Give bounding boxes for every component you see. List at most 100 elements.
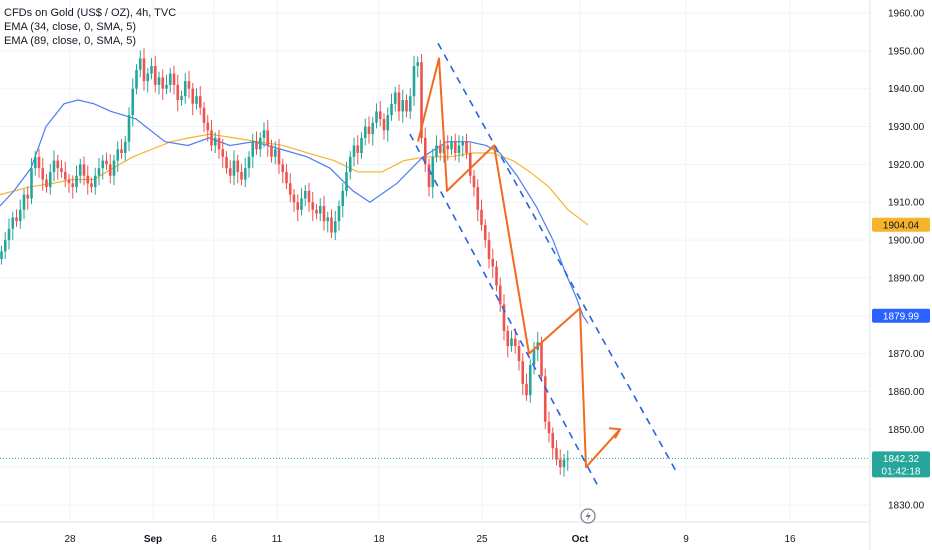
price-label-text: 1842.32 [883, 454, 920, 465]
price-tick-label: 1920.00 [888, 160, 925, 171]
candle-body [435, 145, 438, 157]
candle-body [18, 209, 22, 222]
zigzag-pattern [417, 57, 622, 469]
candle-body [56, 160, 60, 169]
candle-body [138, 58, 142, 70]
candle-body [41, 168, 45, 180]
candle-body [202, 107, 206, 123]
price-tick-label: 1900.00 [888, 236, 925, 247]
channel-upper-line [437, 42, 679, 476]
zigzag-arrowhead [608, 427, 622, 439]
candle-body [63, 171, 67, 180]
candle-body [97, 168, 101, 176]
candle-body [131, 88, 135, 116]
candle-body [150, 65, 153, 74]
chart-legend: CFDs on Gold (US$ / OZ), 4h, TVC EMA (34… [4, 6, 176, 48]
candle-body [292, 194, 296, 203]
candle-body [416, 62, 420, 66]
candle-body [198, 96, 202, 108]
candle-body [360, 137, 363, 154]
candle-body [397, 92, 401, 112]
candle-body [176, 84, 180, 101]
candle-body [168, 73, 172, 85]
ema-34-path [0, 99, 589, 324]
candle-body [236, 160, 240, 172]
candle-body [135, 69, 138, 89]
time-tick-label: 16 [784, 534, 796, 545]
candle-body [258, 137, 262, 150]
candle-body [566, 458, 570, 460]
candle-body [517, 346, 521, 362]
candle-body [281, 164, 285, 172]
candle-body [195, 96, 198, 104]
candle-body [127, 115, 131, 142]
candle-body [86, 175, 90, 184]
price-label-box [872, 451, 930, 478]
candle-body [446, 145, 450, 150]
price-label-box [872, 308, 930, 323]
candle-body [405, 100, 408, 112]
candle-body [420, 62, 423, 138]
candle-body [337, 206, 341, 222]
candle-body [547, 421, 551, 434]
candle-body [48, 171, 52, 188]
price-tick-label: 1940.00 [888, 84, 925, 95]
candle-body [37, 156, 41, 169]
candle-body [431, 156, 435, 188]
candle-body [161, 77, 165, 89]
ema-34-legend[interactable]: EMA (34, close, 0, SMA, 5) [4, 21, 137, 33]
price-tick-label: 1950.00 [888, 46, 925, 57]
candle-body [476, 187, 480, 210]
candle-body [532, 349, 536, 365]
candle-body [438, 145, 442, 154]
candle-body [52, 160, 56, 172]
candle-body [393, 92, 397, 104]
candle-body [401, 100, 405, 112]
candle-body [386, 115, 390, 131]
candle-body [247, 156, 251, 169]
time-tick-label: 25 [476, 534, 488, 545]
candle-body [123, 141, 127, 154]
price-tick-label: 1960.00 [888, 9, 925, 20]
symbol-title[interactable]: CFDs on Gold (US$ / OZ), 4h, TVC [4, 7, 177, 19]
trend-channel [409, 42, 679, 487]
time-tick-label: 11 [272, 534, 283, 545]
price-tick-label: 1890.00 [888, 273, 925, 284]
candle-body [277, 149, 281, 165]
candle-body [157, 77, 161, 85]
candle-body [528, 364, 532, 396]
ema-89-legend[interactable]: EMA (89, close, 0, SMA, 5) [4, 35, 137, 47]
candle-body [243, 168, 247, 180]
candle-body [180, 96, 183, 101]
candle-body [408, 96, 412, 112]
candle-body [453, 141, 457, 154]
candle-body [356, 145, 360, 154]
candle-body [311, 202, 315, 210]
candle-body [93, 175, 97, 188]
time-axis[interactable]: 28 Sep 6 11 18 25 Oct 9 16 [0, 521, 870, 545]
candle-body [22, 194, 26, 210]
candle-body [82, 164, 86, 176]
price-tick-label: 1830.00 [888, 501, 925, 512]
candle-body [0, 251, 3, 259]
candle-body [382, 118, 386, 131]
candle-body [371, 122, 375, 135]
price-tick-label: 1870.00 [888, 349, 925, 360]
candle-body [465, 141, 468, 154]
candle-body [480, 209, 483, 225]
dividend-icon[interactable] [580, 508, 596, 524]
chart-grid [0, 0, 870, 522]
candle-body [300, 198, 303, 210]
candle-body [558, 459, 562, 468]
candle-body [495, 266, 498, 286]
candle-body [225, 156, 228, 169]
candle-body [288, 183, 292, 195]
candle-body [375, 111, 378, 123]
candle-body [322, 206, 326, 222]
candle-body [251, 141, 255, 157]
candle-body [348, 156, 352, 172]
candle-body [513, 338, 517, 347]
candle-body [461, 141, 465, 146]
